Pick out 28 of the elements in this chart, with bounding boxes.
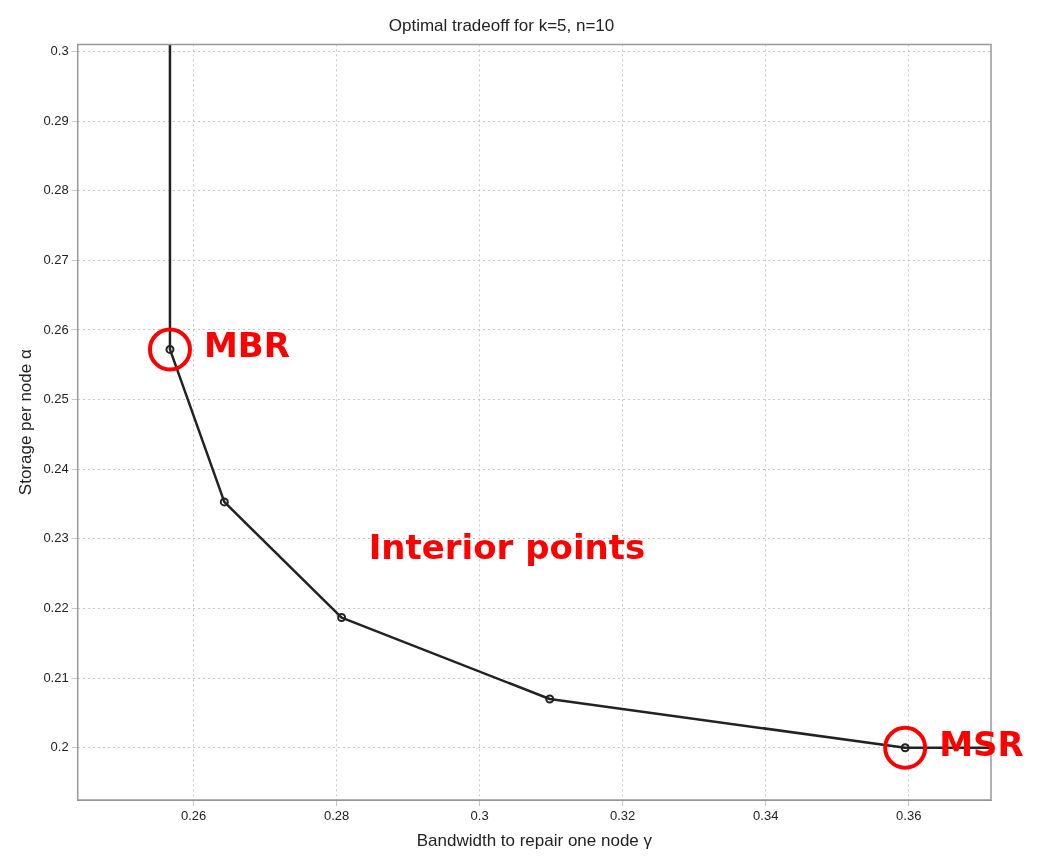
annotation: MBR xyxy=(203,325,290,366)
y-tick-label: 0.29 xyxy=(43,112,69,128)
x-tick-label: 0.26 xyxy=(180,808,207,824)
y-tick-label: 0.24 xyxy=(43,460,69,476)
x-axis-title: Bandwidth to repair one node γ xyxy=(416,831,653,851)
y-tick-label: 0.23 xyxy=(43,530,69,546)
point xyxy=(337,613,347,623)
y-tick-label: 0.22 xyxy=(43,600,69,616)
y-tick-label: 0.21 xyxy=(43,669,69,685)
y-tick-label: 0.26 xyxy=(43,321,69,337)
x-tick-label: 0.34 xyxy=(753,808,779,824)
annotation: MSR xyxy=(939,723,1024,764)
y-tick-label: 0.3 xyxy=(50,42,69,58)
point xyxy=(545,694,555,704)
y-tick-label: 0.25 xyxy=(43,391,69,407)
y-tick-label: 0.28 xyxy=(43,182,69,198)
annotation: Interior points xyxy=(368,527,646,568)
y-axis-title: Storage per node α xyxy=(15,349,35,496)
x-tick-label: 0.32 xyxy=(610,808,636,824)
point xyxy=(219,497,229,507)
x-tick-label: 0.3 xyxy=(470,808,489,824)
x-tick-label: 0.36 xyxy=(896,808,922,824)
chart-title: Optimal tradeoff for k=5, n=10 xyxy=(388,15,615,35)
point xyxy=(165,344,175,354)
y-tick-label: 0.2 xyxy=(50,739,69,755)
y-tick-label: 0.27 xyxy=(43,251,69,267)
x-tick-label: 0.28 xyxy=(323,808,350,824)
point xyxy=(900,743,910,753)
